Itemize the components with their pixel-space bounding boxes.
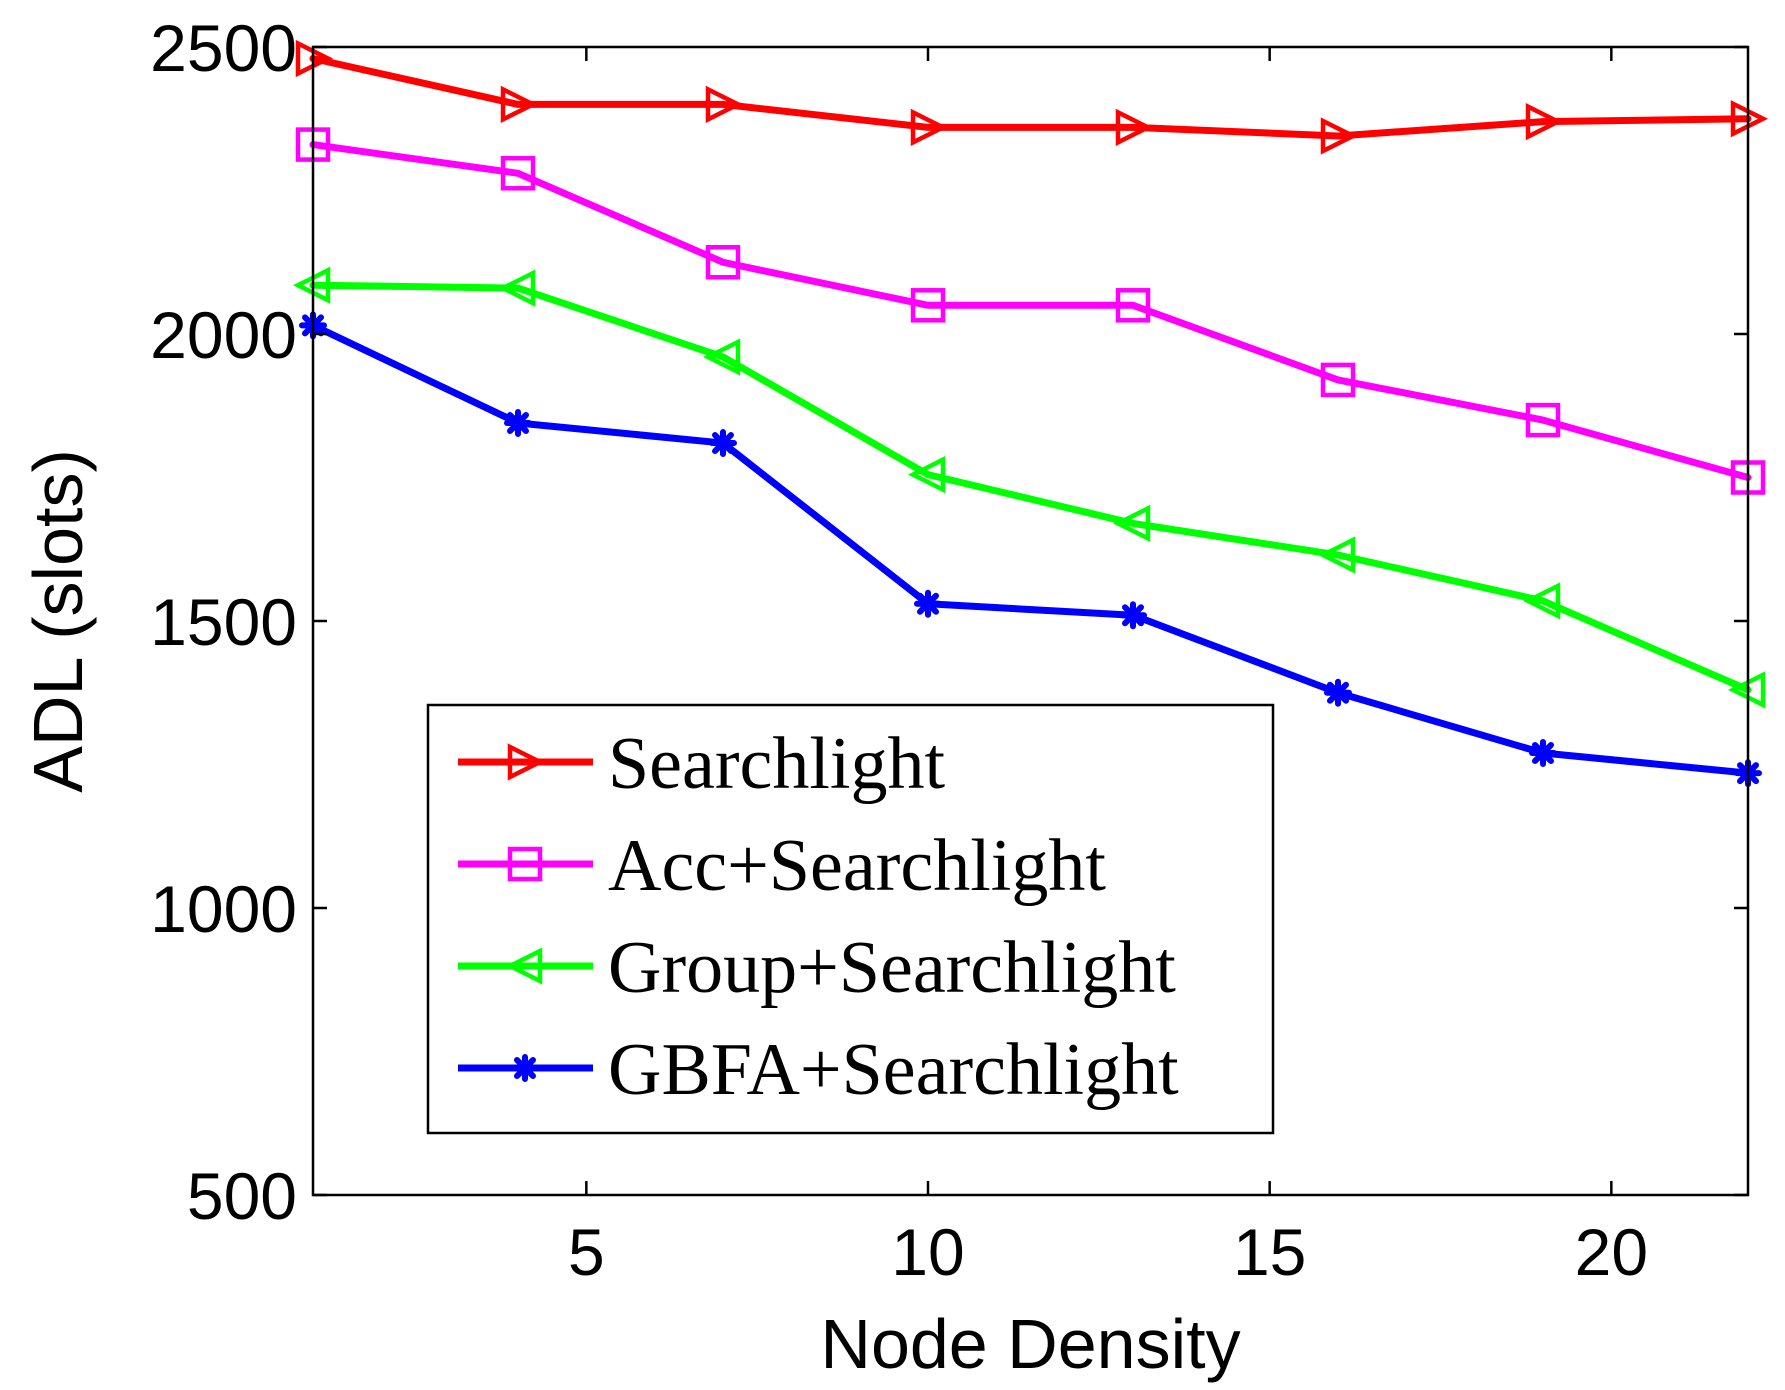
y-tick-label-1000: 1000 [150,872,297,946]
data-point-gbfa-searchlight-7 [1529,739,1557,768]
data-point-group-searchlight-6 [1317,536,1356,574]
y-tick-label-2500: 2500 [150,11,297,85]
data-point-group-searchlight-3 [702,338,741,376]
data-point-searchlight-6 [1320,117,1359,155]
data-point-acc-searchlight-3 [705,245,741,280]
series-line-gbfa-searchlight [309,321,1752,777]
x-tick-label-10: 10 [891,1215,964,1289]
data-point-group-searchlight-7 [1522,582,1561,620]
series-line-searchlight [309,54,1752,140]
data-point-searchlight-7 [1525,102,1564,141]
data-point-searchlight-3 [705,85,744,124]
legend-label-acc-searchlight: Acc+Searchlight [608,825,1106,907]
series-line-group-searchlight [309,281,1752,694]
legend: Searchlight Acc+Searchlight Group+Searchli… [426,703,1275,1135]
legend-box [426,703,1275,1135]
legend-marker-searchlight [507,743,546,781]
data-point-searchlight-5 [1115,108,1154,147]
y-tick-label-500: 500 [187,1159,297,1233]
legend-label-gbfa-searchlight: GBFA+Searchlight [608,1029,1179,1111]
data-point-gbfa-searchlight-4 [914,589,942,618]
x-tick-label-15: 15 [1233,1215,1306,1289]
data-point-acc-searchlight-2 [500,156,536,191]
legend-marker-acc-searchlight [507,846,543,882]
y-tick-label-2000: 2000 [150,298,297,372]
x-tick-label-5: 5 [568,1215,605,1289]
legend-marker-gbfa-searchlight [511,1054,539,1082]
data-point-gbfa-searchlight-2 [504,408,532,437]
data-point-acc-searchlight-4 [910,288,946,323]
data-point-gbfa-searchlight-3 [709,429,737,458]
data-point-gbfa-searchlight-5 [1119,601,1147,630]
data-point-group-searchlight-5 [1112,504,1151,543]
series-line-acc-searchlight [309,141,1752,481]
data-point-gbfa-searchlight-6 [1324,678,1352,707]
series-group [292,39,1769,788]
x-tick-label-20: 20 [1575,1215,1648,1289]
legend-marker-group-searchlight [504,947,543,985]
data-point-group-searchlight-4 [907,455,946,494]
legend-label-searchlight: Searchlight [608,723,945,805]
data-point-searchlight-4 [910,108,949,147]
data-point-acc-searchlight-5 [1115,288,1151,323]
y-tick-label-1500: 1500 [150,585,297,659]
data-point-group-searchlight-2 [497,269,536,307]
x-axis-label: Node Density [820,1305,1240,1383]
legend-label-group-searchlight: Group+Searchlight [608,927,1176,1009]
data-point-searchlight-2 [500,85,539,124]
axes-group: 5 10 15 20 500 1000 1500 2000 2500 Node Density AD… [19,11,1750,1383]
data-point-acc-searchlight-6 [1320,362,1356,398]
data-point-acc-searchlight-7 [1525,402,1561,438]
y-axis-label: ADL (slots) [19,449,97,793]
